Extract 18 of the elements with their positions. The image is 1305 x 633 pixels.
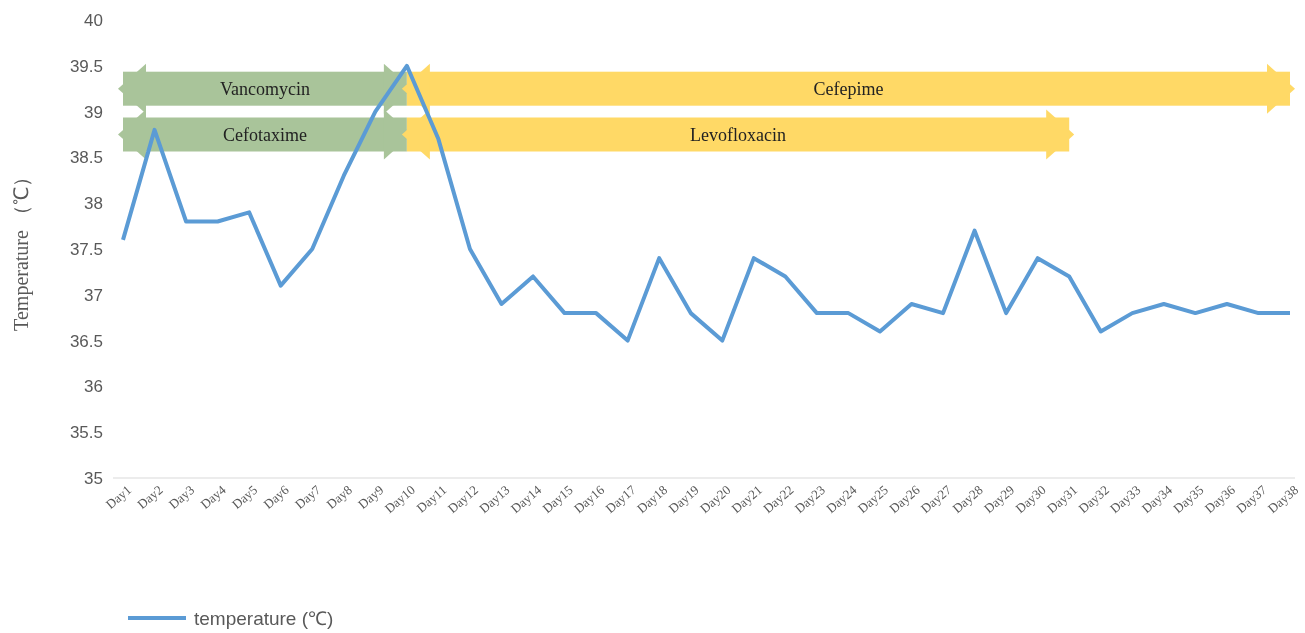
y-tick-label: 38.5 — [69, 148, 103, 168]
y-tick-label: 35 — [84, 468, 103, 488]
y-tick-label: 37 — [84, 285, 103, 305]
y-tick-label: 38 — [84, 194, 103, 214]
band-label: Cefotaxime — [222, 124, 307, 145]
y-tick-label: 39 — [84, 102, 103, 122]
y-tick-label: 39.5 — [69, 56, 103, 76]
y-axis-title: Temperature （℃） — [10, 167, 33, 331]
y-tick-label: 36 — [84, 377, 103, 397]
line-series — [121, 63, 1292, 343]
y-tick-label: 36.5 — [69, 331, 103, 351]
band-label: Vancomycin — [219, 78, 310, 99]
band-label: Levofloxacin — [690, 124, 787, 145]
legend-label: temperature (℃) — [194, 608, 334, 629]
y-tick-label: 35.5 — [69, 423, 103, 443]
band-label: Cefepime — [813, 78, 884, 99]
y-tick-label: 37.5 — [69, 239, 103, 259]
y-tick-label: 40 — [84, 10, 103, 30]
